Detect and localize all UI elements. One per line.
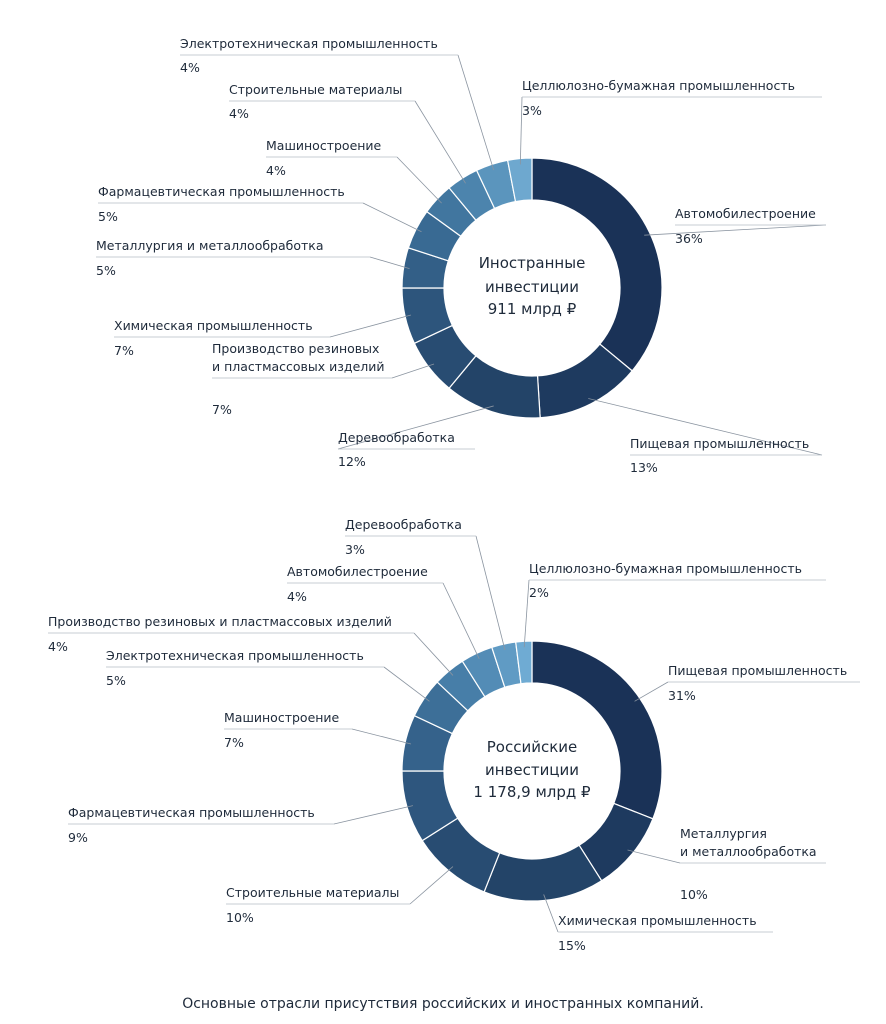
leader-line-1-2 — [543, 894, 559, 933]
leader-line-1-7 — [413, 632, 454, 676]
slice-label-1-9: Деревообработка — [345, 517, 462, 532]
slice-label-1-8: Автомобилестроение — [287, 564, 428, 579]
slice-label-1-4: Фармацевтическая промышленность — [68, 805, 315, 820]
slice-percent-0-6: 5% — [98, 209, 118, 224]
leader-line-0-9 — [457, 54, 495, 171]
leader-line-0-6 — [362, 202, 422, 233]
donut-chart-foreign-investments: Автомобилестроение 36% Пищевая промышленно… — [96, 36, 827, 475]
slice-label-1-7: Производство резиновых и пластмассовых и… — [48, 614, 392, 629]
slice-label-1-1: Металлургия — [680, 826, 767, 841]
slice-label-0-6: Фармацевтическая промышленность — [98, 184, 345, 199]
slice-percent-1-4: 9% — [68, 830, 88, 845]
slice-percent-1-9: 3% — [345, 542, 365, 557]
slice-label-0-7: Машиностроение — [266, 138, 382, 153]
slice-label-0-0: Автомобилестроение — [675, 206, 816, 221]
slice-label-1-2: Химическая промышленность — [558, 913, 757, 928]
slice-label-0-5: Металлургия и металлообработка — [96, 238, 324, 253]
slice-percent-1-8: 4% — [287, 589, 307, 604]
slice-percent-1-5: 7% — [224, 735, 244, 750]
leader-line-1-6 — [383, 666, 430, 702]
slice-label-0-10: Целлюлозно-бумажная промышленность — [522, 78, 795, 93]
donut-center-text-0: инвестиции — [485, 278, 579, 296]
slice-percent-0-8: 4% — [229, 106, 249, 121]
leader-line-1-10 — [523, 579, 530, 648]
slice-percent-0-7: 4% — [266, 163, 286, 178]
leader-line-0-7 — [396, 156, 442, 204]
slice-percent-1-3: 10% — [226, 910, 254, 925]
slice-percent-1-7: 4% — [48, 639, 68, 654]
donut-slice-0-10 — [506, 157, 533, 203]
donut-center-text-1: инвестиции — [485, 761, 579, 779]
slice-label-0-8: Строительные материалы — [229, 82, 402, 97]
charts-canvas: Автомобилестроение 36% Пищевая промышленно… — [48, 36, 860, 953]
leader-line-1-5 — [351, 728, 412, 745]
slice-percent-1-0: 31% — [668, 688, 696, 703]
leader-line-1-3 — [409, 866, 454, 905]
slice-label-0-4: Химическая промышленность — [114, 318, 313, 333]
donut-center-text-0: Иностранные — [479, 254, 586, 272]
slice-label-1-10: Целлюлозно-бумажная промышленность — [529, 561, 802, 576]
slice-label-1-0: Пищевая промышленность — [668, 663, 847, 678]
leader-line-1-4 — [333, 805, 414, 825]
slice-label-0-3: и пластмассовых изделий — [212, 359, 385, 374]
slice-label-0-3: Производство резиновых — [212, 341, 379, 356]
donut-chart-russian-investments: Пищевая промышленность 31% Металлургия и ме… — [48, 517, 860, 953]
donut-center-text-1: Российские — [487, 738, 578, 756]
slice-percent-1-6: 5% — [106, 673, 126, 688]
slice-percent-0-3: 7% — [212, 402, 232, 417]
leader-line-0-2 — [337, 405, 494, 450]
slice-percent-1-2: 15% — [558, 938, 586, 953]
slice-label-1-6: Электротехническая промышленность — [106, 648, 364, 663]
leader-line-0-0 — [644, 224, 827, 236]
donut-slice-0-0 — [531, 157, 663, 372]
slice-percent-0-0: 36% — [675, 231, 703, 246]
slice-percent-0-10: 3% — [522, 103, 542, 118]
slice-percent-0-2: 12% — [338, 454, 366, 469]
leader-line-0-4 — [329, 314, 412, 338]
slice-percent-1-1: 10% — [680, 887, 708, 902]
slice-label-1-5: Машиностроение — [224, 710, 340, 725]
slice-label-1-3: Строительные материалы — [226, 885, 399, 900]
donut-center-text-1: 1 178,9 млрд ₽ — [473, 783, 591, 801]
donut-slice-1-10 — [515, 640, 533, 685]
slice-percent-0-5: 5% — [96, 263, 116, 278]
leader-line-1-0 — [634, 681, 669, 702]
slice-label-1-1: и металлообработка — [680, 844, 817, 859]
slice-percent-0-4: 7% — [114, 343, 134, 358]
donut-center-text-0: 911 млрд ₽ — [488, 300, 577, 318]
slice-percent-0-9: 4% — [180, 60, 200, 75]
slice-percent-1-10: 2% — [529, 585, 549, 600]
leader-line-0-10 — [519, 96, 523, 165]
leader-line-0-3 — [391, 363, 435, 379]
leader-line-1-9 — [475, 535, 506, 651]
slice-percent-0-1: 13% — [630, 460, 658, 475]
leader-line-0-5 — [369, 256, 410, 269]
leader-line-1-1 — [627, 849, 681, 864]
leader-line-0-1 — [588, 398, 823, 456]
leader-line-1-8 — [442, 582, 480, 659]
donut-slice-1-2 — [483, 844, 603, 902]
slice-label-0-2: Деревообработка — [338, 430, 455, 445]
leader-line-0-8 — [414, 100, 466, 184]
figure-caption: Основные отрасли присутствия российских … — [182, 996, 704, 1012]
donut-slice-1-0 — [531, 640, 663, 820]
slice-label-0-9: Электротехническая промышленность — [180, 36, 438, 51]
slice-label-0-1: Пищевая промышленность — [630, 436, 809, 451]
